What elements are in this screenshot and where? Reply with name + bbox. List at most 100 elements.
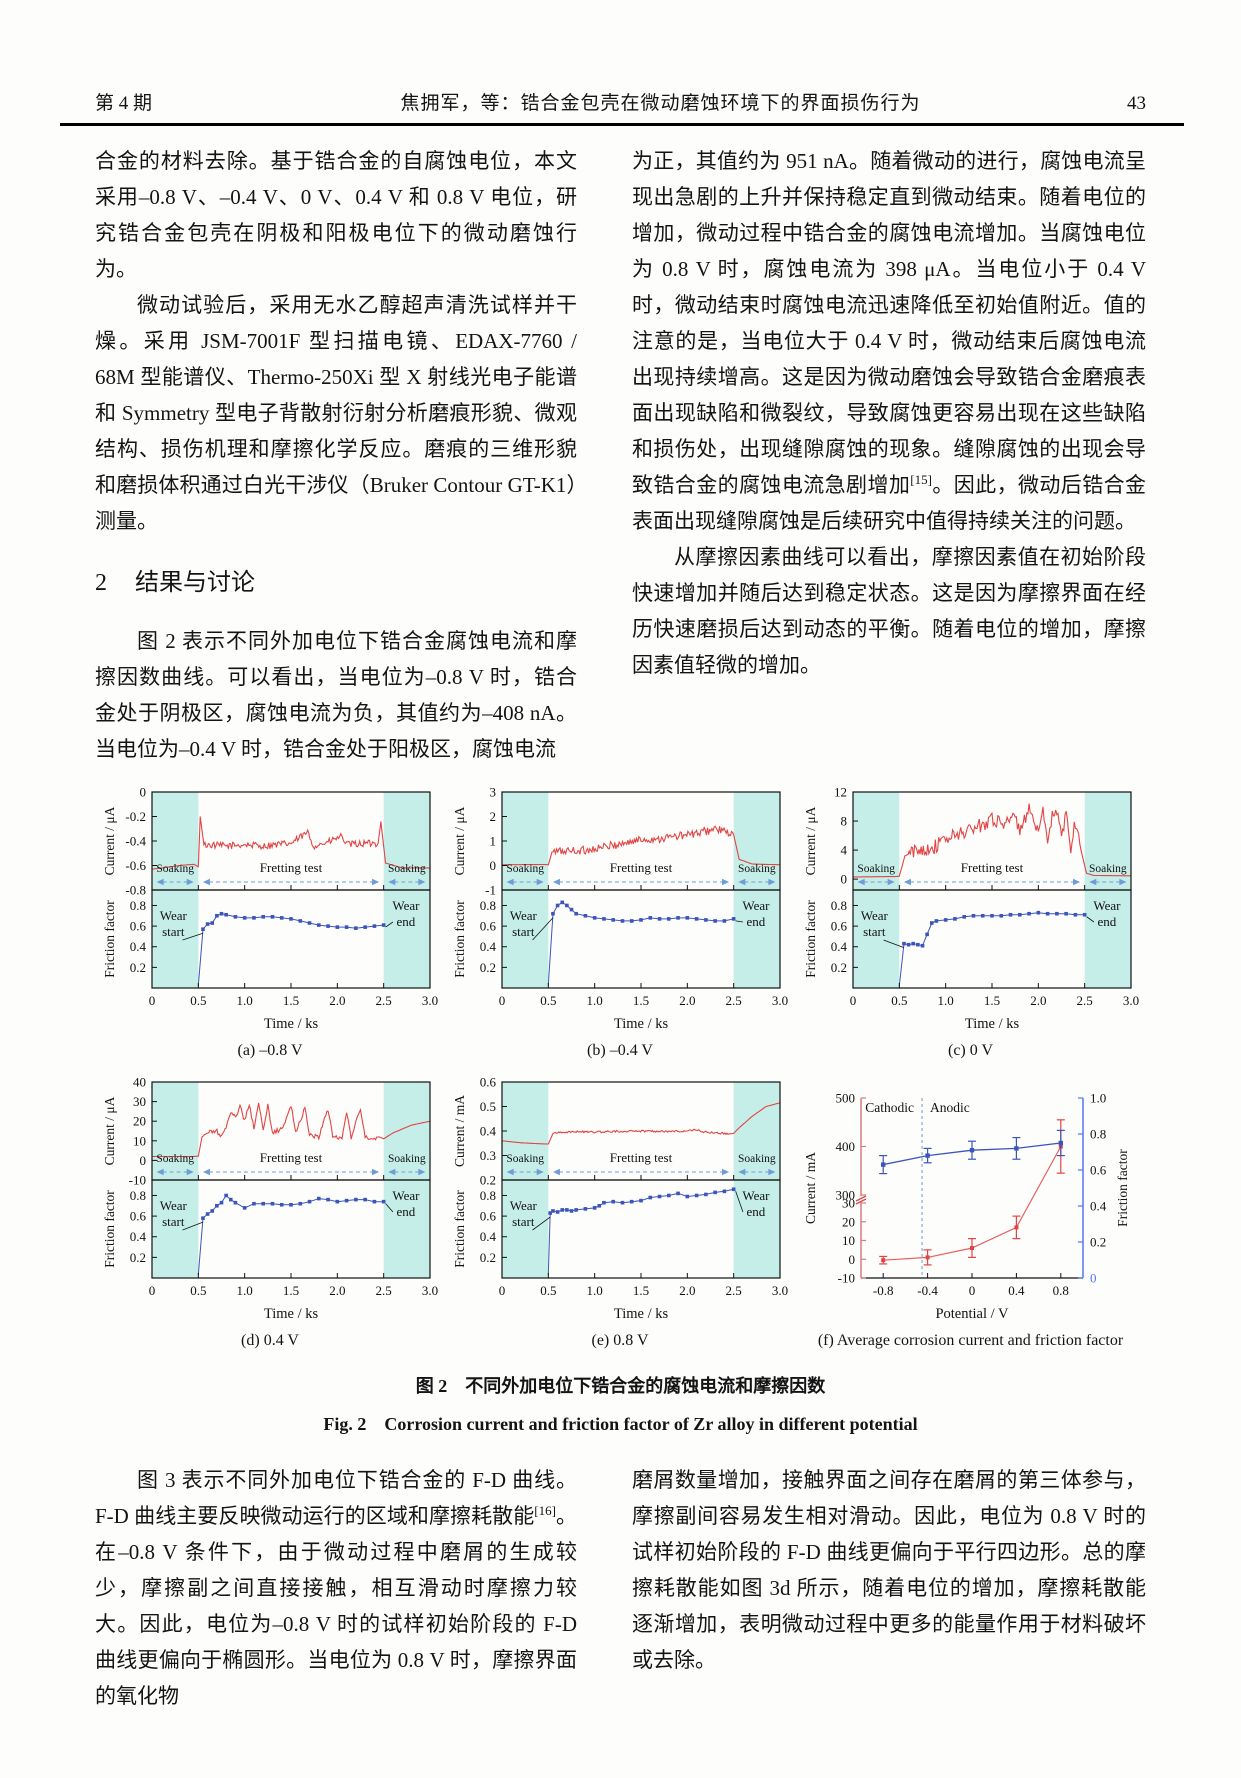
svg-text:0: 0 (499, 993, 506, 1008)
svg-text:Friction factor: Friction factor (452, 1190, 467, 1268)
svg-text:Friction factor: Friction factor (102, 900, 117, 978)
svg-text:0: 0 (849, 993, 856, 1008)
figure-2-block: Soaking Fretting test Soaking Wear start Wear… (95, 785, 1146, 1436)
paragraph-text: 图 2 表示不同外加电位下锆合金腐蚀电流和摩擦因数曲线。可以看出，当电位为–0.… (95, 629, 577, 761)
svg-text:0.4: 0.4 (480, 1124, 497, 1139)
paragraph: 磨屑数量增加，接触界面之间存在磨屑的第三体参与，摩擦副间容易发生相对滑动。因此，… (632, 1462, 1146, 1678)
svg-text:0.5: 0.5 (891, 993, 907, 1008)
section-heading: 2 结果与讨论 (95, 565, 577, 601)
svg-text:Wear: Wear (742, 1188, 770, 1203)
svg-text:Friction factor: Friction factor (803, 900, 818, 978)
svg-text:Cathodic: Cathodic (865, 1100, 914, 1115)
paragraph-text: 微动试验后，采用无水乙醇超声清洗试样并干燥。采用 JSM-7001F 型扫描电镜… (95, 293, 577, 533)
svg-text:Wear: Wear (392, 898, 420, 913)
figure-caption-zh: 图 2 不同外加电位下锆合金的腐蚀电流和摩擦因数 (415, 1376, 826, 1396)
svg-text:-0.8: -0.8 (872, 1283, 893, 1298)
chart-svg-b: Soaking Fretting test SoakingWearstartWear… (452, 785, 788, 1033)
svg-text:1.5: 1.5 (633, 993, 649, 1008)
svg-text:start: start (512, 1214, 535, 1229)
svg-text:300: 300 (835, 1188, 855, 1203)
bottom-left-column: 图 3 表示不同外加电位下锆合金的 F-D 曲线。F-D 曲线主要反映微动运行的… (95, 1462, 577, 1714)
svg-text:Wear: Wear (160, 1198, 188, 1213)
subplot-b-caption: (b) –0.4 V (587, 1042, 653, 1059)
svg-text:Wear: Wear (392, 1188, 420, 1203)
svg-text:Fretting test: Fretting test (260, 860, 323, 875)
journal-issue: 第 4 期 (95, 93, 153, 114)
svg-text:Current / μA: Current / μA (102, 1096, 117, 1165)
svg-text:10: 10 (133, 1133, 146, 1148)
svg-text:20: 20 (842, 1214, 855, 1229)
paragraph-text: 。在–0.8 V 条件下，由于微动过程中磨屑的生成较少，摩擦副之间直接接触，相互… (95, 1504, 577, 1708)
subplot-d-caption: (d) 0.4 V (241, 1332, 299, 1349)
svg-text:3.0: 3.0 (422, 1283, 438, 1298)
chart-f-canvas: Cathodic Anodic -10 0 10 20 30 300 400 500 0 0.2 0.4… (801, 1076, 1141, 1326)
subplot-f: Cathodic Anodic -10 0 10 20 30 300 400 500 0 0.2 0.4… (795, 1076, 1146, 1350)
svg-text:0.8: 0.8 (1090, 1127, 1106, 1142)
svg-text:0.5: 0.5 (190, 993, 206, 1008)
svg-text:2.5: 2.5 (726, 993, 742, 1008)
svg-text:0.8: 0.8 (130, 1188, 146, 1203)
svg-text:0.6: 0.6 (830, 919, 847, 934)
svg-text:-1: -1 (485, 883, 496, 898)
svg-text:0: 0 (140, 786, 147, 800)
citation-ref: [16] (534, 1503, 556, 1518)
svg-text:Current / μA: Current / μA (452, 806, 467, 875)
bottom-text-columns: 图 3 表示不同外加电位下锆合金的 F-D 曲线。F-D 曲线主要反映微动运行的… (95, 1462, 1146, 1714)
svg-text:0.2: 0.2 (480, 1250, 496, 1265)
svg-text:0.2: 0.2 (130, 1250, 146, 1265)
svg-text:Friction factor: Friction factor (1115, 1149, 1130, 1227)
svg-text:-0.4: -0.4 (125, 834, 146, 849)
chart-svg-c: Soaking Fretting test SoakingWearstartWear… (803, 785, 1139, 1033)
svg-text:Fretting test: Fretting test (610, 1150, 673, 1165)
svg-text:Fretting test: Fretting test (260, 1150, 323, 1165)
paragraph-text: 图 3 表示不同外加电位下锆合金的 F-D 曲线。F-D 曲线主要反映微动运行的… (95, 1468, 577, 1528)
page-header: 第 4 期 焦拥军，等：锆合金包壳在微动磨蚀环境下的界面损伤行为 43 (95, 88, 1146, 115)
svg-text:end: end (1097, 914, 1116, 929)
svg-text:Soaking: Soaking (1088, 863, 1126, 875)
svg-text:0.6: 0.6 (480, 919, 497, 934)
svg-text:-0.8: -0.8 (125, 883, 146, 898)
svg-text:Current / μA: Current / μA (102, 806, 117, 875)
svg-text:0.5: 0.5 (480, 1099, 496, 1114)
paragraph-text: 从摩擦因素曲线可以看出，摩擦因素值在初始阶段快速增加并随后达到稳定状态。这是因为… (632, 545, 1146, 677)
svg-text:0.2: 0.2 (130, 960, 146, 975)
svg-text:Soaking: Soaking (738, 1153, 776, 1165)
chart-a-canvas: Soaking Fretting test Soaking Wear start Wear… (100, 785, 440, 1036)
svg-text:3: 3 (490, 786, 497, 800)
svg-text:0.8: 0.8 (130, 898, 146, 913)
chart-c-canvas: Soaking Fretting test Soaking Wear start Wear… (801, 785, 1141, 1036)
citation-ref: [15] (910, 472, 932, 487)
right-column: 为正，其值约为 951 nA。随着微动的进行，腐蚀电流呈现出急剧的上升并保持稳定… (632, 143, 1146, 767)
svg-text:0: 0 (848, 1252, 855, 1267)
svg-text:Fretting test: Fretting test (610, 860, 673, 875)
subplot-c: Soaking Fretting test Soaking Wear start Wear… (795, 785, 1146, 1060)
chart-e-canvas: Soaking Fretting test Soaking Wear start Wear… (450, 1075, 790, 1326)
chart-d-canvas: Soaking Fretting test Soaking Wear start Wear… (100, 1075, 440, 1326)
svg-text:3.0: 3.0 (422, 993, 438, 1008)
svg-text:0.8: 0.8 (830, 898, 846, 913)
svg-text:0.4: 0.4 (130, 1229, 147, 1244)
svg-text:2.5: 2.5 (376, 1283, 392, 1298)
subplot-e-caption: (e) 0.8 V (591, 1332, 649, 1349)
svg-text:1.0: 1.0 (237, 993, 253, 1008)
svg-text:0.6: 0.6 (130, 919, 147, 934)
svg-text:Soaking: Soaking (388, 1153, 426, 1165)
svg-text:1.5: 1.5 (983, 993, 999, 1008)
svg-text:Time / ks: Time / ks (264, 1016, 319, 1032)
paragraph: 为正，其值约为 951 nA。随着微动的进行，腐蚀电流呈现出急剧的上升并保持稳定… (632, 143, 1146, 539)
paragraph: 合金的材料去除。基于锆合金的自腐蚀电位，本文采用–0.8 V、–0.4 V、0 … (95, 143, 577, 287)
svg-text:3.0: 3.0 (772, 1283, 788, 1298)
svg-text:0.2: 0.2 (480, 1173, 496, 1188)
svg-text:2.0: 2.0 (679, 993, 695, 1008)
svg-text:2.0: 2.0 (679, 1283, 695, 1298)
subplot-d: Soaking Fretting test Soaking Wear start Wear… (95, 1075, 445, 1350)
svg-text:0: 0 (149, 993, 156, 1008)
svg-text:Current / mA: Current / mA (452, 1095, 467, 1167)
svg-text:Fretting test: Fretting test (960, 860, 1023, 875)
svg-text:500: 500 (835, 1091, 855, 1106)
svg-text:0.2: 0.2 (480, 960, 496, 975)
svg-text:1.0: 1.0 (1090, 1091, 1106, 1106)
svg-text:1.5: 1.5 (283, 1283, 299, 1298)
svg-text:Anodic: Anodic (930, 1100, 970, 1115)
